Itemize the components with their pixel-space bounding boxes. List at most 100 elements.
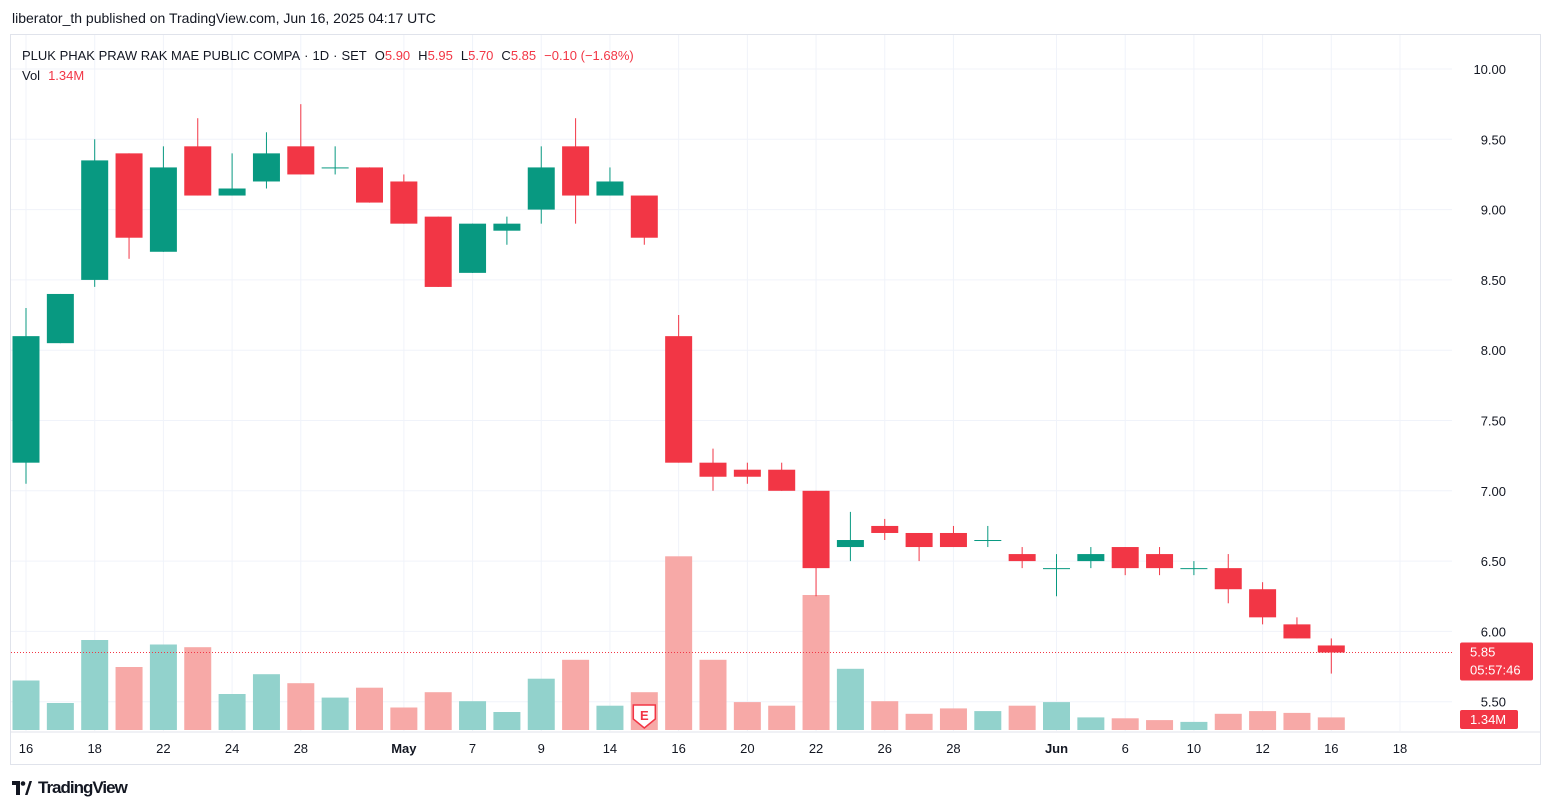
candle	[424, 216, 452, 287]
candle-body	[287, 146, 315, 175]
candles	[12, 104, 1345, 674]
candle-body	[46, 293, 74, 344]
candle-body	[12, 336, 40, 463]
volume-bar	[768, 705, 796, 730]
candle	[527, 146, 555, 224]
price-tick-label: 9.00	[1481, 203, 1506, 218]
candle	[184, 118, 212, 196]
volume-bar	[939, 708, 967, 730]
time-tick-label: 20	[740, 741, 754, 756]
candle	[287, 104, 315, 175]
candle-body	[390, 181, 418, 224]
price-tick-label: 9.50	[1481, 132, 1506, 147]
candle	[974, 525, 1002, 548]
earnings-badge	[632, 704, 657, 729]
volume-bar	[596, 705, 624, 730]
volume-bar	[493, 712, 521, 730]
candle-body	[424, 216, 452, 287]
volume-bar	[218, 694, 246, 730]
volume-legend-row: Vol 1.34M	[22, 66, 634, 86]
price-tick-label: 6.00	[1481, 624, 1506, 639]
low-label: L	[460, 48, 469, 63]
candle-body	[562, 146, 590, 196]
candle-body	[871, 525, 899, 533]
open-value: 5.90	[384, 48, 411, 63]
time-tick-label: 7	[469, 741, 476, 756]
volume-bar	[665, 556, 693, 730]
candle-body	[1077, 554, 1105, 562]
candle-body	[768, 469, 796, 491]
candle	[665, 315, 693, 463]
grid-lines	[11, 35, 1452, 731]
earnings-marker-icon[interactable]: E	[632, 704, 657, 729]
time-tick-label: 18	[1393, 741, 1407, 756]
last-volume-tag: 1.34M	[1460, 710, 1518, 729]
candle-body	[356, 167, 383, 203]
candle-body	[527, 167, 555, 210]
candle	[81, 139, 109, 287]
volume-bar	[974, 711, 1002, 730]
candle	[252, 132, 280, 189]
time-tick-label: 26	[878, 741, 892, 756]
earnings-label: E	[640, 708, 649, 723]
tradingview-logo-icon[interactable]	[12, 781, 32, 795]
time-tick-label: Jun	[1045, 741, 1068, 756]
candle	[356, 167, 383, 203]
candle-body	[665, 336, 693, 463]
volume-bar	[390, 707, 418, 730]
volume-bar	[1249, 711, 1277, 730]
volume-bar	[1111, 718, 1139, 730]
last-price-tag-bg	[1460, 642, 1533, 681]
volume-bar	[12, 680, 40, 730]
time-tick-label: 6	[1122, 741, 1129, 756]
candle-body	[1146, 554, 1174, 569]
candle-body	[1283, 624, 1311, 639]
tradingview-logo-text[interactable]: TradingView	[38, 778, 128, 797]
time-tick-label: 10	[1187, 741, 1201, 756]
volume-bar	[424, 692, 452, 730]
volume-bar	[1214, 713, 1242, 730]
time-tick-label: 16	[19, 741, 33, 756]
candle-body	[596, 181, 624, 196]
candle	[836, 511, 864, 562]
volume-bar	[459, 701, 487, 730]
candle-body	[1008, 554, 1036, 562]
candle	[1077, 547, 1105, 569]
candle-body	[699, 462, 727, 477]
chart-legend: PLUK PHAK PRAW RAK MAE PUBLIC COMPA · 1D · S…	[22, 46, 634, 86]
candle	[390, 174, 418, 224]
volume-bar	[802, 595, 830, 730]
volume-bar	[184, 647, 212, 730]
volume-bar	[699, 659, 727, 730]
time-tick-label: 28	[294, 741, 308, 756]
candle-body	[218, 188, 246, 196]
candle	[149, 146, 177, 252]
volume-bar	[733, 702, 761, 730]
candle	[733, 462, 761, 484]
candle-body	[1249, 589, 1277, 618]
countdown-timer: 05:57:46	[1470, 662, 1521, 677]
volume-label: Vol	[22, 68, 41, 83]
candle-body	[905, 532, 933, 548]
candle	[1008, 547, 1036, 569]
volume-bar	[149, 644, 177, 730]
candle	[1283, 617, 1311, 639]
candle	[562, 118, 590, 224]
volume-bar	[1146, 720, 1174, 730]
high-value: 5.95	[427, 48, 453, 63]
interval-label[interactable]: 1D	[312, 48, 330, 63]
candle	[46, 293, 74, 344]
volume-bar	[1283, 712, 1311, 730]
volume-bar	[115, 667, 143, 730]
candle	[1317, 638, 1345, 674]
ohlc-legend-row: PLUK PHAK PRAW RAK MAE PUBLIC COMPA · 1D · S…	[22, 48, 634, 63]
volume-bar	[1317, 717, 1345, 730]
close-label: C	[501, 48, 511, 63]
time-tick-label: 16	[1324, 741, 1338, 756]
last-price-tag: 5.85 05:57:46	[1460, 642, 1533, 681]
candle-body	[81, 160, 109, 280]
price-tick-label: 6.50	[1481, 554, 1506, 569]
symbol-name[interactable]: PLUK PHAK PRAW RAK MAE PUBLIC COMPA	[22, 48, 301, 63]
volume-value: 1.34M	[48, 68, 85, 83]
